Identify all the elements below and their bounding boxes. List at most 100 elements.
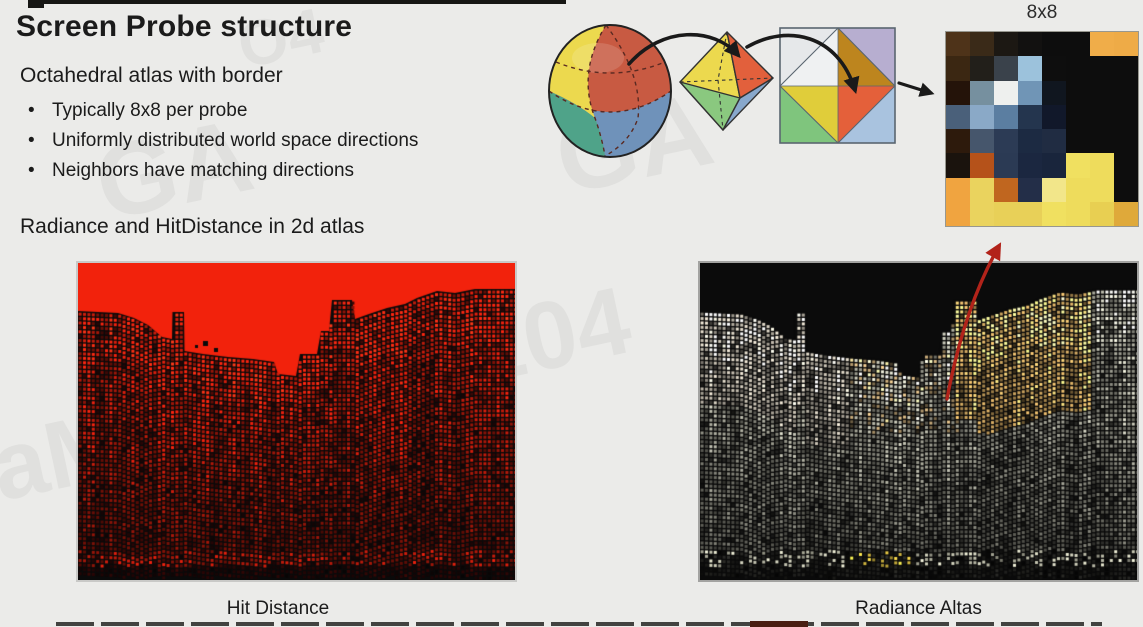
bullet-list: Typically 8x8 per probe Uniformly distri… <box>26 96 418 186</box>
probe-grid-cell <box>1042 153 1066 178</box>
probe-grid-cell <box>970 104 994 129</box>
probe-grid-cell <box>1018 32 1042 57</box>
probe-grid-cell <box>1114 32 1138 57</box>
probe-grid-cell <box>1114 104 1138 129</box>
sphere-quadrant-blue <box>549 91 671 157</box>
probe-grid-cell <box>1066 177 1090 202</box>
probe-grid-cell <box>994 56 1018 81</box>
sphere-figure <box>548 24 672 158</box>
probe-grid-cell <box>1114 80 1138 105</box>
probe-grid-cell <box>1114 201 1138 226</box>
square-triangle-orange <box>838 86 895 143</box>
probe-grid-cell <box>946 201 970 226</box>
probe-grid-cell <box>970 56 994 81</box>
watermark: GA <box>546 71 723 217</box>
probe-grid-cell <box>1090 177 1114 202</box>
arrow-sphere-to-octahedron <box>627 32 741 66</box>
probe-grid-cell <box>970 80 994 105</box>
probe-grid-cell <box>1018 56 1042 81</box>
probe-grid-cell <box>946 153 970 178</box>
probe-grid-cell <box>1018 80 1042 105</box>
probe-grid-cell <box>994 104 1018 129</box>
sphere-quadrant-teal <box>549 91 605 156</box>
probe-grid-cell <box>1114 153 1138 178</box>
page-title: Screen Probe structure <box>16 10 353 43</box>
probe-grid-cell <box>1066 201 1090 226</box>
sphere-quadrant-yellow <box>548 25 606 118</box>
probe-grid-cell <box>1090 80 1114 105</box>
probe-grid-cell <box>994 153 1018 178</box>
probe-grid-cell <box>1018 104 1042 129</box>
probe-grid-cell <box>1090 153 1114 178</box>
probe-grid-cell <box>970 177 994 202</box>
probe-grid-cell <box>970 129 994 154</box>
probe-grid-cell <box>1066 129 1090 154</box>
unfolded-square-figure <box>779 27 896 144</box>
probe-grid-cell <box>1018 201 1042 226</box>
probe-grid-cell <box>1042 104 1066 129</box>
probe-grid-cell <box>1018 153 1042 178</box>
probe-grid-cell <box>994 32 1018 57</box>
square-triangle-yellow <box>780 86 838 143</box>
probe-grid-cell <box>946 80 970 105</box>
probe-grid-cell <box>1090 129 1114 154</box>
arrow-square-to-grid <box>897 81 935 97</box>
bullet-item: Neighbors have matching directions <box>26 156 418 186</box>
caption-radiance-atlas: Radiance Altas <box>855 598 982 619</box>
probe-grid-cell <box>1114 177 1138 202</box>
octahedron-face-yellow <box>679 31 741 131</box>
probe-grid-label: 8x8 <box>1026 2 1058 23</box>
probe-grid-cell <box>1066 80 1090 105</box>
square-triangle-ochre <box>838 28 895 86</box>
probe-grid-cell <box>1090 56 1114 81</box>
arrow-octahedron-to-square <box>745 33 860 94</box>
square-triangle-white <box>780 28 838 86</box>
probe-grid-cell <box>1042 129 1066 154</box>
probe-grid-cell <box>946 129 970 154</box>
probe-grid-cell <box>946 56 970 81</box>
probe-grid-cell <box>1066 104 1090 129</box>
subtitle: Octahedral atlas with border <box>20 64 283 87</box>
probe-grid-cell <box>1042 201 1066 226</box>
probe-grid-cell <box>994 201 1018 226</box>
probe-grid-cell <box>1090 104 1114 129</box>
probe-grid <box>945 31 1139 227</box>
octahedron-face-blue <box>722 77 774 131</box>
probe-grid-cell <box>1066 153 1090 178</box>
section-heading: Radiance and HitDistance in 2d atlas <box>20 215 365 238</box>
probe-grid-cell <box>1066 56 1090 81</box>
probe-grid-cell <box>1042 56 1066 81</box>
probe-grid-cell <box>1018 129 1042 154</box>
probe-grid-cell <box>1066 32 1090 57</box>
hit-distance-atlas-image <box>76 261 517 582</box>
top-edge-bar <box>28 0 566 4</box>
probe-grid-cell <box>1114 129 1138 154</box>
probe-grid-cell <box>970 201 994 226</box>
probe-grid-cell <box>946 32 970 57</box>
octahedron-face-orange <box>726 31 774 99</box>
bullet-item: Uniformly distributed world space direct… <box>26 126 418 156</box>
octahedron-figure <box>679 31 774 131</box>
caption-hit-distance: Hit Distance <box>226 598 330 619</box>
octahedron-face-green <box>679 81 741 131</box>
bottom-edge-blob <box>750 621 808 627</box>
probe-grid-cell <box>970 153 994 178</box>
probe-grid-cell <box>1042 177 1066 202</box>
radiance-atlas-image <box>698 261 1139 582</box>
probe-grid-cell <box>1090 32 1114 57</box>
top-edge-bar-blob <box>28 0 44 8</box>
bottom-edge-bar <box>56 622 1102 626</box>
probe-grid-cell <box>970 32 994 57</box>
probe-grid-cell <box>994 177 1018 202</box>
probe-grid-cell <box>1042 32 1066 57</box>
probe-grid-cell <box>1090 201 1114 226</box>
probe-grid-cell <box>946 177 970 202</box>
probe-grid-cell <box>1114 56 1138 81</box>
probe-grid-cell <box>994 80 1018 105</box>
probe-grid-cell <box>946 104 970 129</box>
probe-grid-cell <box>1018 177 1042 202</box>
probe-grid-cell <box>1042 80 1066 105</box>
probe-grid-cell <box>994 129 1018 154</box>
bullet-item: Typically 8x8 per probe <box>26 96 418 126</box>
